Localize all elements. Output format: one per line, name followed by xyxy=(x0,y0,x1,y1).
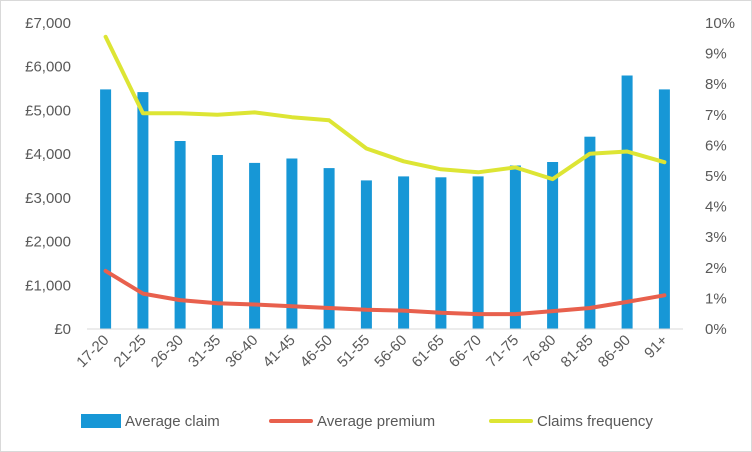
y-right-tick-label: 0% xyxy=(705,321,727,338)
bar-71-75 xyxy=(509,165,521,329)
y-left-tick-label: £2,000 xyxy=(25,234,71,251)
x-tick-label: 66-70 xyxy=(446,332,485,371)
bar-21-25 xyxy=(137,92,149,329)
x-tick-label: 41-45 xyxy=(260,332,299,371)
y-left-tick-label: £0 xyxy=(54,321,71,338)
x-tick-label: 17-20 xyxy=(73,332,112,371)
bar-81-85 xyxy=(584,136,596,329)
bar-61-65 xyxy=(435,177,447,329)
y-left-tick-label: £6,000 xyxy=(25,59,71,76)
bar-36-40 xyxy=(249,162,261,329)
y-right-tick-label: 2% xyxy=(705,260,727,277)
x-tick-label: 81-85 xyxy=(558,332,597,371)
legend: Average claim Average premium Claims frequ… xyxy=(81,413,653,430)
y-right-tick-label: 5% xyxy=(705,168,727,185)
y-right-tick-label: 8% xyxy=(705,76,727,93)
y-left-tick-label: £3,000 xyxy=(25,190,71,207)
y-left-tick-label: £4,000 xyxy=(25,146,71,163)
y-right-tick-label: 6% xyxy=(705,137,727,154)
bar-66-70 xyxy=(472,176,484,329)
bar-26-30 xyxy=(174,141,186,329)
bar-76-80 xyxy=(547,162,559,329)
y-right-tick-label: 10% xyxy=(705,15,735,32)
y-right-tick-label: 9% xyxy=(705,46,727,63)
line-claims-frequency xyxy=(103,34,667,182)
x-tick-label: 71-75 xyxy=(483,332,522,371)
legend-label-average-premium: Average premium xyxy=(317,413,435,430)
bar-series-average-claim xyxy=(100,75,670,330)
bar-41-45 xyxy=(286,158,298,329)
legend-label-claims-frequency: Claims frequency xyxy=(537,413,653,430)
x-tick-label: 31-35 xyxy=(185,332,224,371)
x-tick-label: 21-25 xyxy=(111,332,150,371)
x-tick-label: 46-50 xyxy=(297,332,336,371)
x-tick-label: 56-60 xyxy=(371,332,410,371)
bar-17-20 xyxy=(100,89,112,330)
x-tick-label: 51-55 xyxy=(334,332,373,371)
y-right-tick-label: 1% xyxy=(705,290,727,307)
y-right-tick-label: 3% xyxy=(705,229,727,246)
x-tick-label: 91+ xyxy=(641,332,671,362)
bar-31-35 xyxy=(211,155,223,329)
x-tick-label: 36-40 xyxy=(222,332,261,371)
bar-51-55 xyxy=(360,180,372,329)
y-left-tick-label: £5,000 xyxy=(25,102,71,119)
bar-56-60 xyxy=(398,176,410,329)
bar-46-50 xyxy=(323,168,335,329)
line-average-premium xyxy=(103,268,667,317)
x-tick-label: 76-80 xyxy=(520,332,559,371)
x-tick-label: 26-30 xyxy=(148,332,187,371)
y-right-tick-label: 4% xyxy=(705,199,727,216)
bar-91+ xyxy=(658,89,670,330)
x-tick-label: 61-65 xyxy=(409,332,448,371)
y-right-tick-label: 7% xyxy=(705,107,727,124)
legend-label-average-claim: Average claim xyxy=(125,413,220,430)
bar-86-90 xyxy=(621,75,633,329)
legend-swatch-average-claim xyxy=(81,414,121,428)
y-left-tick-label: £7,000 xyxy=(25,15,71,32)
y-left-tick-label: £1,000 xyxy=(25,277,71,294)
x-tick-label: 86-90 xyxy=(595,332,634,371)
